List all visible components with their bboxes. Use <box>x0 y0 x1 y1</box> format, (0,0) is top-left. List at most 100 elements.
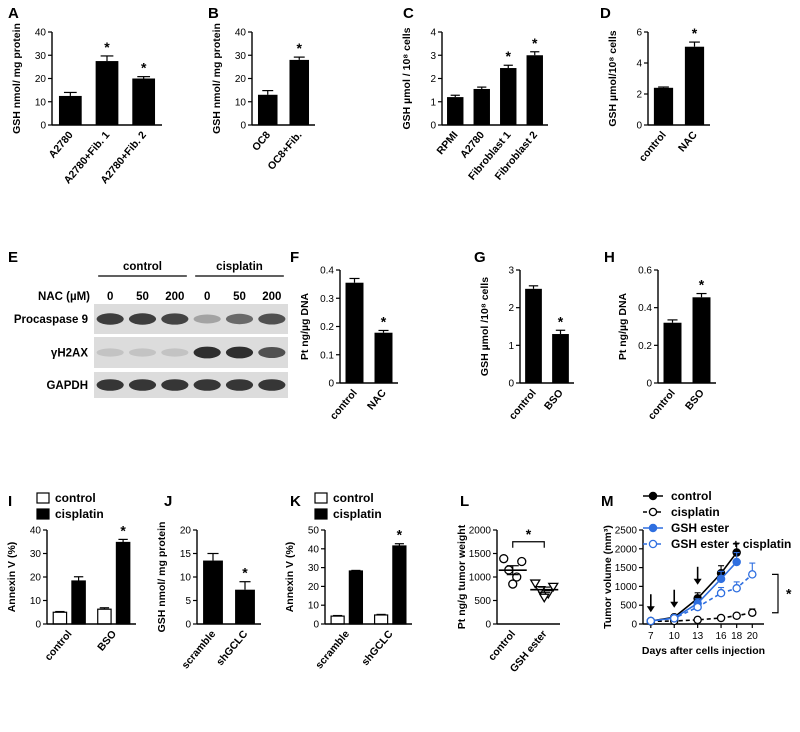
y-tick-label: 4 <box>430 28 436 39</box>
data-point <box>517 556 527 567</box>
bar-cisplatin <box>115 541 131 625</box>
series-line <box>650 552 738 622</box>
y-tick-label: 40 <box>235 28 247 39</box>
bar <box>345 282 364 383</box>
panel-g: 0 1 2 3 GSH µmol /10⁸ cells control * BSO <box>479 266 574 422</box>
y-axis-title: Annexin V (%) <box>284 542 296 613</box>
category-label: control <box>507 387 539 422</box>
category-label: control <box>42 628 74 663</box>
data-point <box>499 554 509 564</box>
y-tick-label: 20 <box>180 526 192 537</box>
blot-band <box>258 313 286 325</box>
panel-label: L <box>460 493 469 510</box>
y-axis-title: Pt ng/µg DNA <box>299 292 311 360</box>
y-tick-label: 0.2 <box>638 341 652 352</box>
y-tick-label: 20 <box>308 582 320 593</box>
category-label: shGCLC <box>214 628 250 668</box>
blot-group-label: cisplatin <box>216 261 263 273</box>
panel-label: K <box>290 493 301 510</box>
data-point <box>669 614 679 623</box>
panel-label: J <box>164 493 172 510</box>
lane-label: 0 <box>107 291 113 303</box>
y-tick-label: 0 <box>40 121 46 132</box>
x-tick-label: 20 <box>747 631 759 642</box>
y-tick-label: 0.2 <box>320 322 334 333</box>
lane-label: 200 <box>165 291 184 303</box>
panel-k: 0 10 20 30 40 50 Annexin V (%) scramble * shGCLC c… <box>284 491 412 671</box>
bar <box>473 88 490 125</box>
y-tick-label: 2 <box>430 74 436 85</box>
legend-marker <box>648 523 658 533</box>
y-tick-label: 0 <box>631 620 637 631</box>
panel-i: 0 10 20 30 40 Annexin V (%) control * BSO control… <box>6 491 136 663</box>
significance-star: * <box>381 313 387 329</box>
legend-marker <box>648 491 658 501</box>
y-tick-label: 1000 <box>615 582 638 593</box>
y-axis-title: Tumor volume (mm³) <box>602 525 614 629</box>
y-tick-label: 40 <box>308 544 320 555</box>
blot-band <box>161 313 189 325</box>
treatment-arrow-head <box>646 606 655 613</box>
y-tick-label: 0.6 <box>638 266 652 277</box>
category-label: NAC <box>365 387 389 412</box>
category-label: control <box>486 628 518 663</box>
significance-star: * <box>506 48 512 64</box>
legend-swatch <box>314 508 328 520</box>
significance-star: * <box>397 527 403 543</box>
blot-band <box>258 347 286 358</box>
significance-bracket <box>772 573 779 614</box>
y-tick-label: 2000 <box>469 526 492 537</box>
y-tick-label: 0 <box>35 620 41 631</box>
blot-band <box>96 348 124 357</box>
significance-star: * <box>297 40 303 56</box>
bar <box>526 55 543 125</box>
significance-star: * <box>532 35 538 51</box>
y-tick-label: 30 <box>35 51 47 62</box>
significance-star: * <box>786 586 792 602</box>
legend-label: control <box>333 491 374 505</box>
data-point <box>547 582 559 593</box>
category-label: NAC <box>676 129 700 154</box>
significance-bracket <box>512 541 545 548</box>
panel-label: B <box>208 5 219 22</box>
blot-band <box>193 346 221 359</box>
category-label: OC8 <box>250 129 273 153</box>
significance-star: * <box>242 565 248 581</box>
blot-row-label: γH2AX <box>51 348 88 360</box>
x-tick-label: 7 <box>648 631 654 642</box>
y-tick-label: 5 <box>185 596 191 607</box>
bar <box>95 61 119 125</box>
y-tick-label: 2 <box>636 90 642 101</box>
panel-label: G <box>474 249 486 266</box>
panel-label: E <box>8 249 18 266</box>
blot-band <box>96 313 124 325</box>
y-tick-label: 50 <box>308 526 320 537</box>
category-label: A2780 <box>47 129 76 161</box>
panel-label: F <box>290 249 299 266</box>
x-tick-label: 18 <box>731 631 743 642</box>
y-tick-label: 10 <box>30 596 42 607</box>
y-axis-title: GSH µmol /10⁸ cells <box>479 277 491 376</box>
data-point <box>732 611 741 620</box>
y-axis-title: Pt ng/g tumor weight <box>456 524 468 629</box>
data-point <box>732 557 741 567</box>
y-tick-label: 0 <box>508 379 514 390</box>
data-point <box>538 593 550 603</box>
legend-label: cisplatin <box>333 507 382 521</box>
y-tick-label: 0 <box>240 121 246 132</box>
data-point <box>693 615 702 625</box>
data-point <box>716 588 726 598</box>
y-tick-label: 30 <box>235 51 247 62</box>
significance-star: * <box>558 313 564 329</box>
y-axis-title: GSH nmol/ mg protein <box>11 23 23 134</box>
significance-star: * <box>120 522 126 538</box>
y-tick-label: 10 <box>308 601 320 612</box>
x-tick-label: 16 <box>716 631 728 642</box>
blot-band <box>96 379 124 391</box>
blot-strip <box>94 304 288 334</box>
legend-swatch <box>314 492 328 504</box>
y-tick-label: 30 <box>308 563 320 574</box>
category-label: BSO <box>95 628 119 653</box>
